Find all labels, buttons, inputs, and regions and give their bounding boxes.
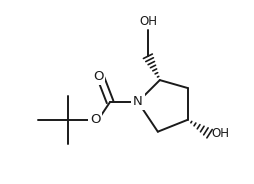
Text: O: O <box>90 113 100 126</box>
Text: OH: OH <box>139 15 157 29</box>
Text: N: N <box>133 95 143 108</box>
Text: OH: OH <box>212 127 230 140</box>
Text: O: O <box>93 70 103 83</box>
